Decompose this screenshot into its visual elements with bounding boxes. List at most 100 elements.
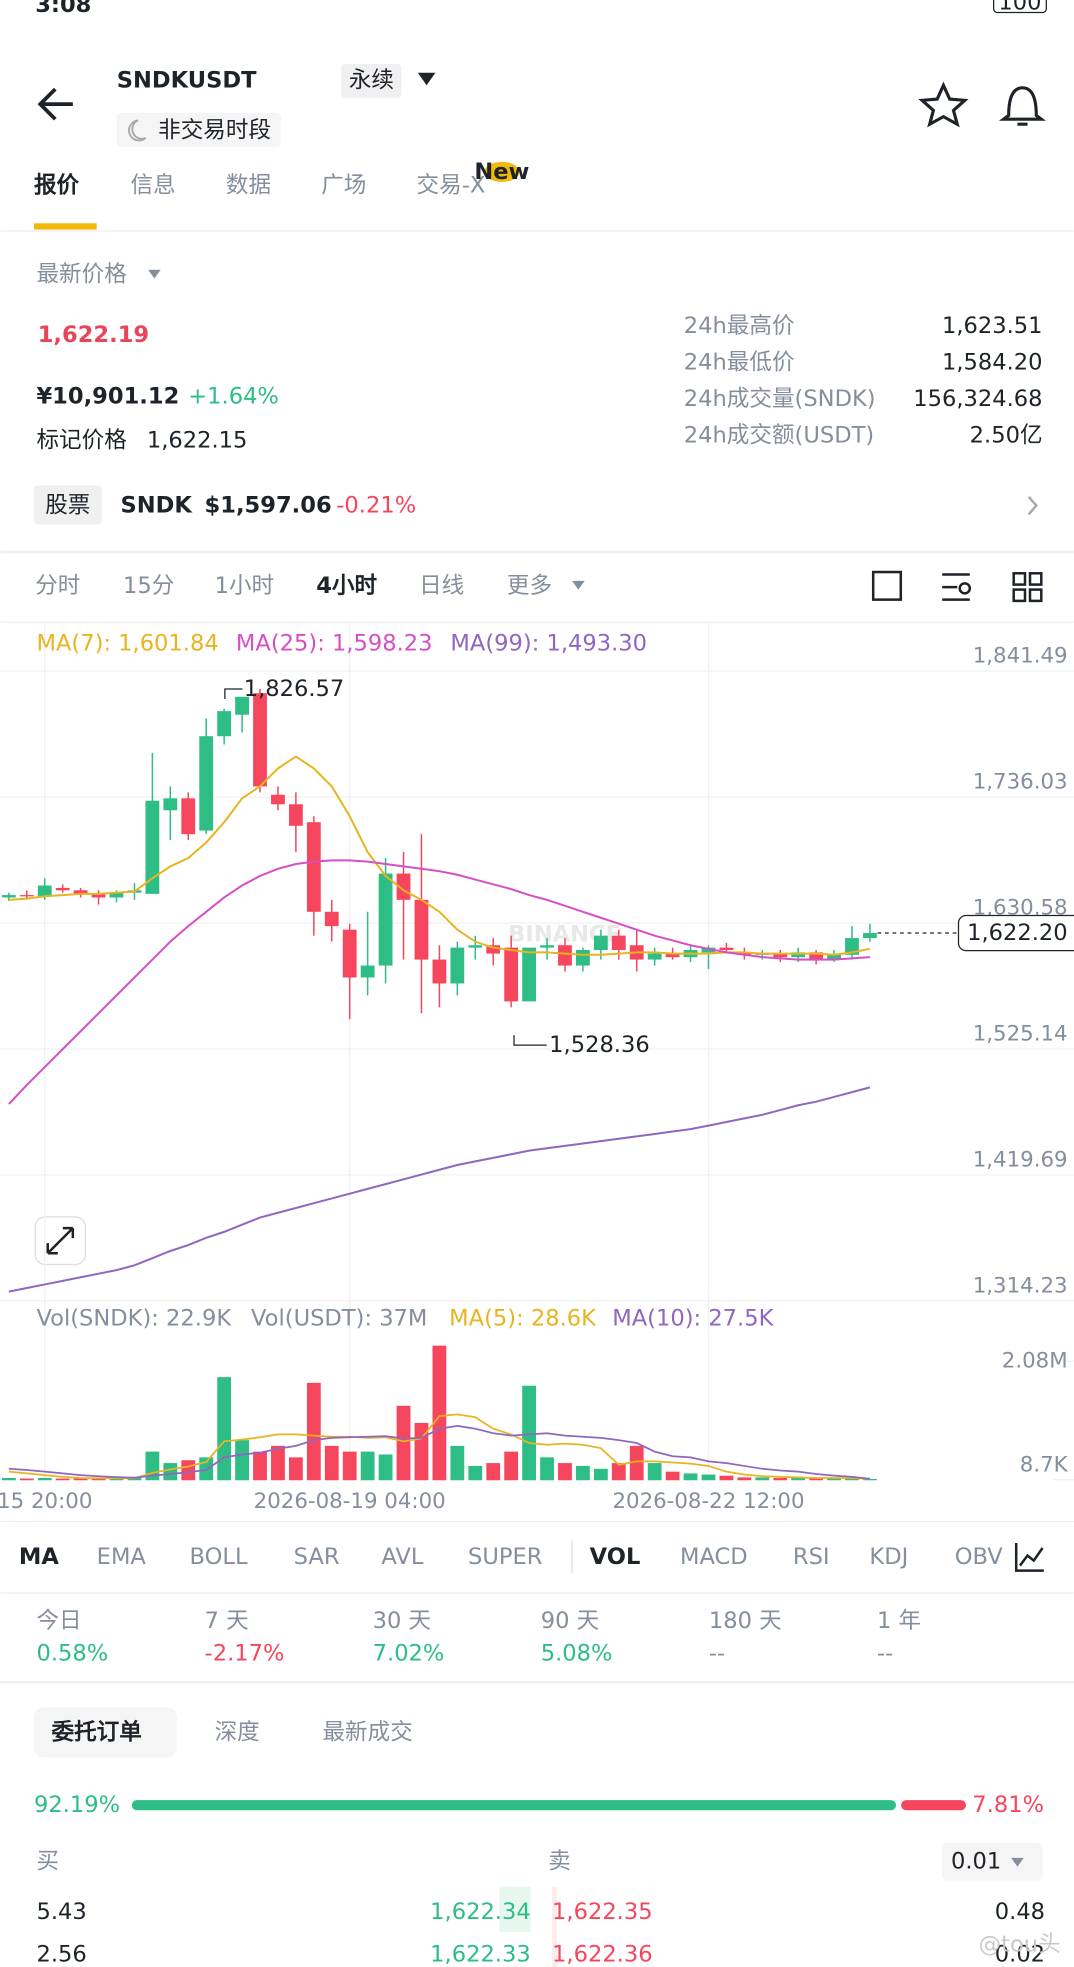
volume-bar (217, 1377, 232, 1481)
bid-price: 1,622.34 (430, 1899, 531, 1925)
indicator-tab: AVL (381, 1544, 423, 1570)
order-tab: 最新成交 (322, 1719, 412, 1745)
stat-label: 24h最高价 (684, 313, 795, 339)
contract-type: 永续 (349, 67, 394, 93)
tab: 信息 (131, 173, 176, 199)
stat-label: 24h最低价 (684, 350, 795, 376)
buy-ratio-bar (131, 1800, 897, 1811)
precision: 0.01 (951, 1849, 1001, 1875)
candle-body (217, 711, 232, 737)
low-leader (513, 1035, 547, 1046)
legend-entry: MA(25): 1,598.23 (236, 631, 433, 657)
indicator-tab: OBV (955, 1544, 1004, 1570)
chart-icon[interactable] (871, 570, 903, 601)
volume-bar (19, 1478, 34, 1481)
volume-bar (701, 1474, 716, 1481)
price-label: 最新价格 (36, 262, 127, 288)
indicator-tab: EMA (97, 1544, 147, 1570)
candle-body (271, 794, 285, 805)
candle-body (468, 945, 483, 948)
alert-bell[interactable] (998, 86, 1046, 126)
volume-bar (665, 1471, 680, 1481)
period-change: -- (709, 1640, 725, 1666)
ask-price: 1,622.35 (552, 1899, 653, 1925)
volume-tick-label: 8.7K (1020, 1453, 1069, 1478)
stat-label: 24h成交量(SNDK) (684, 386, 876, 412)
divider (0, 1680, 1074, 1684)
volume-bar (396, 1405, 411, 1481)
candle-body (253, 693, 267, 787)
x-tick-label: 2026-08-19 04:00 (254, 1489, 446, 1514)
sell-ratio-bar (901, 1800, 967, 1811)
x-tick-label: 2026-08-22 12:00 (612, 1489, 804, 1514)
candle-body (414, 899, 429, 960)
candle-body (522, 947, 536, 1002)
volume-bar (163, 1463, 178, 1481)
last-price-box (957, 914, 1074, 952)
dropdown-icon (1011, 1857, 1024, 1867)
volume-bar (737, 1477, 752, 1481)
x-tick-label: 15 20:00 (0, 1489, 92, 1514)
low-label: 1,528.36 (549, 1032, 650, 1058)
settings-icon[interactable] (942, 573, 970, 601)
volume-bar (378, 1454, 393, 1481)
candle-body (665, 953, 680, 958)
candle-body (360, 965, 375, 978)
candle-body (37, 885, 52, 897)
contract-dropdown[interactable] (417, 72, 436, 86)
candle-body (737, 952, 752, 955)
back-button[interactable] (37, 87, 73, 121)
volume-bar (773, 1477, 788, 1481)
y-tick-label: 1,736.03 (973, 770, 1068, 795)
favorite-star[interactable] (918, 81, 969, 128)
volume-bar (540, 1457, 554, 1481)
moon-icon (128, 119, 147, 142)
y-tick-label: 1,314.23 (973, 1273, 1068, 1298)
volume-bar (845, 1478, 859, 1481)
sell-ratio: 7.81% (972, 1792, 1044, 1818)
candle-body (19, 895, 34, 897)
order-tab: 深度 (215, 1719, 260, 1745)
contract-tag (341, 63, 402, 98)
volume-bar (611, 1463, 626, 1481)
volume-bar (109, 1478, 124, 1481)
candle-body (91, 893, 106, 898)
interval: 15分 (123, 573, 174, 599)
volume-bar (324, 1445, 339, 1481)
legend-entry: MA(7): 1,601.84 (36, 631, 218, 657)
stock-tag (33, 485, 102, 525)
indicator-tab: BOLL (190, 1544, 248, 1570)
new-badge (484, 161, 520, 182)
volume-bar (450, 1445, 465, 1481)
ask-amount: 0.48 (995, 1899, 1045, 1925)
legend-entry: MA(99): 1,493.30 (450, 631, 647, 657)
period-label: 180 天 (709, 1608, 782, 1634)
chevron[interactable] (1027, 495, 1038, 516)
y-tick-label: 1,419.69 (973, 1147, 1068, 1172)
candle-body (396, 873, 411, 900)
session-status: 非交易时段 (158, 117, 271, 143)
tab: 广场 (321, 173, 366, 199)
ask-price: 1,622.36 (552, 1941, 653, 1967)
candle-body (701, 947, 716, 953)
y-tick-label: 1,841.49 (973, 644, 1068, 669)
draw-tool-icon[interactable] (1014, 1542, 1044, 1572)
volume-legend: MA(10): 27.5K (612, 1305, 774, 1331)
indicator-tab: MACD (680, 1544, 748, 1570)
candle-body (773, 953, 788, 958)
mark-label: 标记价格 (36, 427, 127, 453)
precision-select[interactable] (942, 1842, 1043, 1881)
volume-bar (55, 1478, 70, 1481)
status-time: 3:08 (35, 0, 91, 18)
layout-icon[interactable] (1012, 572, 1043, 603)
active-order-tab[interactable] (33, 1707, 177, 1758)
dropdown-icon (572, 580, 585, 590)
candle-body (845, 938, 859, 955)
candle-body (504, 947, 519, 1002)
period-change: -- (877, 1640, 893, 1666)
candle-body (288, 804, 303, 826)
volume-bar (1, 1477, 16, 1481)
volume-bar (809, 1478, 824, 1481)
volume-bar (360, 1451, 375, 1481)
